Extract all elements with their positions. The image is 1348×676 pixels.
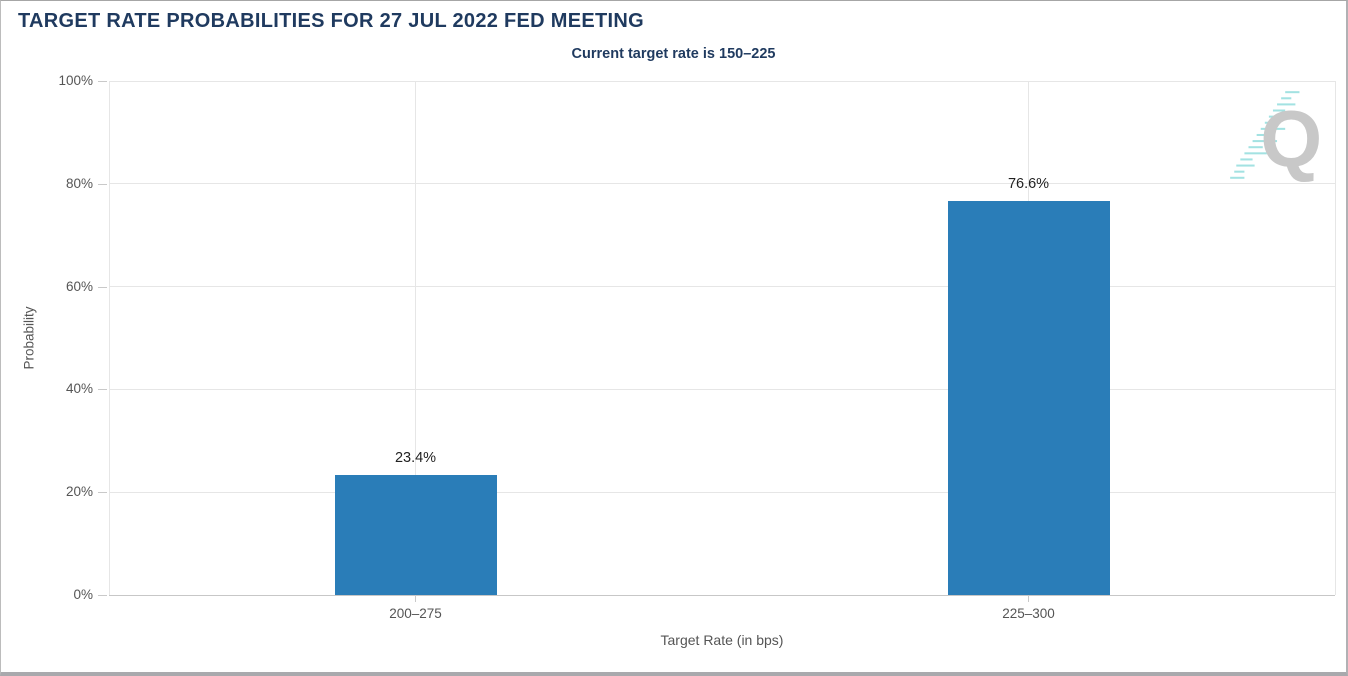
x-category-label: 225–300 [1002,606,1055,621]
bar-value-label: 76.6% [1007,176,1050,193]
gridline-v [1334,81,1336,595]
x-tick [415,595,416,602]
bar [947,201,1110,595]
logo-dash [1240,158,1253,161]
gridline-h [109,388,1335,390]
chart-title: TARGET RATE PROBABILITIES FOR 27 JUL 202… [18,10,644,32]
y-tick [98,595,107,596]
gridline-h [109,80,1335,82]
y-tick [98,81,107,82]
y-tick-label: 60% [65,278,93,294]
y-tick-label: 100% [58,73,93,88]
bar-value-label: 23.4% [394,449,437,466]
gridline-h [109,183,1335,185]
logo-dash [1248,146,1263,149]
logo-dash [1236,164,1255,167]
y-axis-title: Probability [21,306,37,370]
logo-dash [1281,97,1292,100]
x-category-label: 200–275 [389,606,442,621]
y-tick-label: 80% [65,175,93,191]
logo-dash [1264,121,1280,124]
gridline-h [109,491,1335,493]
x-axis-title: Target Rate (in bps) [660,632,784,648]
y-tick [98,492,107,494]
gridline-h [109,286,1335,288]
chart-subtitle: Current target rate is 150–225 [571,46,776,62]
logo-dash [1234,170,1245,173]
logo-dash [1230,176,1245,179]
logo-dashes [1230,91,1300,179]
y-tick-label: 40% [65,381,93,397]
logo-q-letter: Q [1260,95,1322,184]
y-tick [98,389,107,391]
logo-dash [1272,109,1286,112]
logo-dash [1244,152,1267,155]
bar [334,474,497,595]
logo-dash [1277,103,1296,106]
x-tick [1028,595,1029,602]
y-tick [98,183,107,185]
gridline-v [108,81,110,595]
y-tick-label: 20% [65,484,93,500]
plot-area: 23.4% 200–275 76.6% 225–300 [108,80,1336,621]
logo-dash [1268,115,1292,118]
gridline-h [109,594,1335,596]
logo-dash [1285,91,1300,94]
logo-dash [1260,127,1286,130]
y-tick [98,286,107,288]
quikstrike-q-logo: Q [1230,91,1322,184]
logo-dash [1256,133,1273,136]
y-tick-label: 0% [73,587,93,602]
logo-dash [1252,140,1278,143]
gridline-v [415,81,416,595]
